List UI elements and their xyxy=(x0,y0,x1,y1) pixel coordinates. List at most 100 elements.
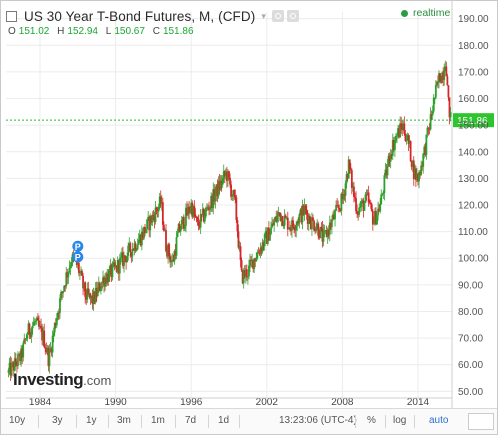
candle-body xyxy=(280,216,283,221)
candle-body xyxy=(59,298,61,313)
candle-body xyxy=(106,273,109,284)
candle-body xyxy=(70,262,73,267)
candle-body xyxy=(357,213,360,215)
candle-body xyxy=(136,244,139,250)
y-tick-label: 80.00 xyxy=(458,307,483,318)
candle-body xyxy=(92,291,95,305)
chevron-down-icon[interactable]: ▾ xyxy=(261,10,266,21)
candle-body xyxy=(154,207,157,222)
clock-readout: 13:23:06 (UTC-4) xyxy=(279,415,357,426)
candle-body xyxy=(18,353,20,355)
candle-body xyxy=(339,208,342,211)
candle-body xyxy=(353,186,355,197)
x-tick-label: 2008 xyxy=(331,397,354,408)
candle-body xyxy=(113,262,116,267)
candle-body xyxy=(80,270,82,273)
close-icon[interactable] xyxy=(286,10,299,22)
candle-body xyxy=(240,260,243,271)
candle-body xyxy=(358,207,361,215)
event-markers[interactable]: PP xyxy=(72,240,84,263)
range-button-3m[interactable]: 3m xyxy=(117,415,131,426)
event-marker-label: P xyxy=(75,252,81,262)
candle-body xyxy=(286,217,289,230)
candle-body xyxy=(49,348,52,351)
candle-body xyxy=(63,285,66,292)
candle-body xyxy=(142,231,144,239)
event-marker-label: P xyxy=(75,242,81,252)
candle-body xyxy=(307,216,310,224)
candle-body xyxy=(190,202,193,211)
toolbar-divider xyxy=(355,415,356,428)
chart-style-selector[interactable] xyxy=(468,413,494,430)
candle-body xyxy=(180,219,183,230)
candle-body xyxy=(54,323,57,326)
auto-scale-button[interactable]: auto xyxy=(429,415,449,426)
candle-body xyxy=(365,194,368,196)
candle-body xyxy=(152,214,155,217)
candle-body xyxy=(395,136,397,142)
candle-body xyxy=(207,207,209,209)
candle-body xyxy=(322,231,325,242)
candle-body xyxy=(302,205,305,215)
range-button-3y[interactable]: 3y xyxy=(52,415,63,426)
candle-body xyxy=(22,343,25,358)
candle-body xyxy=(170,260,173,263)
candle-body xyxy=(341,193,344,200)
candle-body xyxy=(334,210,336,220)
candle-body xyxy=(260,247,263,252)
candle-body xyxy=(257,252,260,254)
candle-body xyxy=(178,223,181,232)
candle-body xyxy=(25,338,28,340)
candle-body xyxy=(77,262,80,273)
candle-body xyxy=(387,155,390,166)
candle-body xyxy=(265,231,268,244)
candle-body xyxy=(423,146,426,154)
candle-body xyxy=(251,259,253,261)
candle-body xyxy=(223,171,226,176)
candle-body xyxy=(337,205,340,208)
candle-body xyxy=(348,159,351,170)
high-label: H xyxy=(57,26,65,37)
collapse-square-icon[interactable] xyxy=(6,10,17,22)
candle-body xyxy=(432,97,435,112)
event-marker[interactable] xyxy=(72,251,84,263)
candle-body xyxy=(346,174,349,179)
candle-body xyxy=(121,252,123,258)
percent-scale-button[interactable]: % xyxy=(367,415,376,426)
candle-body xyxy=(434,85,437,98)
candle-body xyxy=(194,214,197,217)
candle-body xyxy=(399,123,402,138)
range-button-1m[interactable]: 1m xyxy=(151,415,165,426)
candle-body xyxy=(55,318,58,326)
candle-body xyxy=(97,282,100,288)
candle-body xyxy=(336,205,339,206)
candle-body xyxy=(125,257,128,263)
candle-body xyxy=(218,181,221,190)
range-button-7d[interactable]: 7d xyxy=(185,415,197,426)
range-button-10y[interactable]: 10y xyxy=(9,415,26,426)
candle-body xyxy=(105,277,108,284)
candle-body xyxy=(410,161,413,168)
settings-icon[interactable] xyxy=(271,10,284,22)
candle-body xyxy=(139,234,142,246)
event-marker[interactable] xyxy=(72,240,84,252)
candle-body xyxy=(388,155,391,162)
candle-body xyxy=(131,249,134,257)
log-scale-button[interactable]: log xyxy=(393,415,407,426)
candle-body xyxy=(67,272,70,278)
candle-body xyxy=(69,266,72,268)
toolbar-divider xyxy=(38,415,39,428)
candle-body xyxy=(420,165,423,176)
candles xyxy=(7,60,452,381)
range-button-1d[interactable]: 1d xyxy=(218,415,230,426)
candle-body xyxy=(412,160,415,180)
candle-body xyxy=(349,169,352,171)
candle-body xyxy=(267,227,270,241)
candle-body xyxy=(86,288,89,300)
candle-body xyxy=(87,288,90,295)
candle-body xyxy=(199,214,202,228)
candle-body xyxy=(198,225,201,228)
range-button-1y[interactable]: 1y xyxy=(86,415,97,426)
candle-body xyxy=(181,216,184,220)
